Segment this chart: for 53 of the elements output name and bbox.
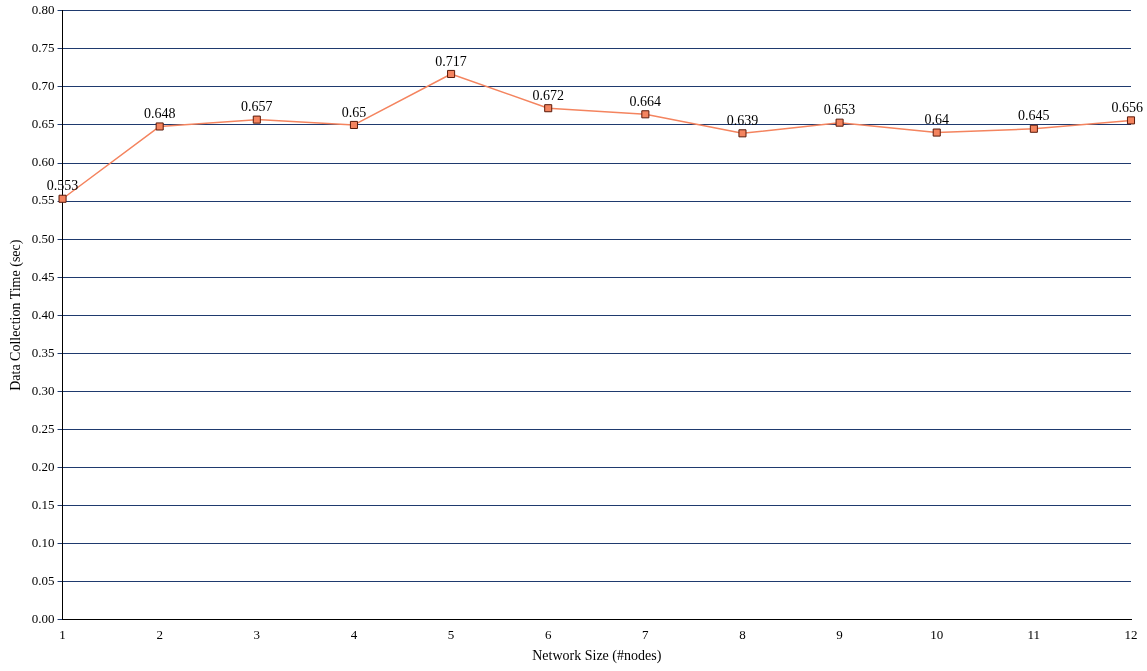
y-tick-label: 0.00: [31, 611, 55, 627]
data-label: 0.645: [1018, 108, 1050, 124]
point: [738, 129, 747, 138]
data-label: 0.657: [241, 99, 273, 115]
point: [349, 120, 358, 129]
data-label: 0.648: [143, 106, 176, 122]
y-tick-label: 0.55: [31, 192, 55, 208]
x-tick-label: 5: [447, 626, 455, 642]
y-tick-label: 0.20: [31, 458, 55, 474]
data-label: 0.64: [924, 112, 949, 128]
y-tick-label: 0.25: [31, 420, 55, 436]
data-label: 0.672: [532, 87, 564, 103]
point: [155, 122, 164, 131]
point: [641, 110, 650, 119]
data-label: 0.717: [435, 53, 467, 69]
point: [447, 69, 456, 78]
data-label: 0.656: [1111, 100, 1143, 116]
y-tick-label: 0.80: [31, 2, 55, 18]
y-tick-label: 0.30: [31, 382, 55, 398]
y-tick-label: 0.50: [31, 230, 55, 246]
point: [932, 128, 941, 137]
x-tick-label: 7: [642, 626, 650, 642]
y-tick-label: 0.75: [31, 40, 55, 56]
y-tick-label: 0.35: [31, 344, 55, 360]
x-tick-label: 9: [836, 626, 843, 642]
point: [1126, 116, 1136, 125]
x-tick-label: 4: [350, 626, 358, 642]
point: [544, 104, 553, 113]
x-tick-label: 3: [253, 626, 261, 642]
y-tick-label: 0.60: [31, 154, 55, 170]
x-tick-label: 8: [739, 626, 746, 642]
x-tick-label: 2: [156, 626, 163, 642]
y-tick-label: 0.15: [31, 496, 55, 512]
x-axis-title: Network Size (#nodes): [532, 648, 662, 665]
y-tick-label: 0.65: [31, 116, 55, 132]
x-tick-label: 12: [1124, 626, 1138, 642]
point: [58, 194, 67, 203]
point: [1029, 124, 1038, 133]
y-tick-label: 0.05: [31, 572, 55, 588]
x-tick-label: 10: [930, 626, 944, 642]
y-tick-label: 0.70: [31, 78, 55, 94]
y-tick-label: 0.40: [31, 306, 55, 322]
x-tick-label: 1: [59, 626, 66, 642]
point: [835, 118, 844, 127]
y-tick-label: 0.10: [31, 534, 55, 550]
y-axis-title: Data Collection Time (sec): [8, 239, 25, 391]
data-label: 0.65: [341, 104, 367, 120]
data-label: 0.653: [823, 102, 856, 118]
data-label: 0.664: [629, 93, 662, 109]
x-tick-label: 11: [1027, 626, 1041, 642]
y-tick-label: 0.45: [31, 268, 55, 284]
x-tick-label: 6: [544, 626, 552, 642]
point: [252, 115, 261, 124]
